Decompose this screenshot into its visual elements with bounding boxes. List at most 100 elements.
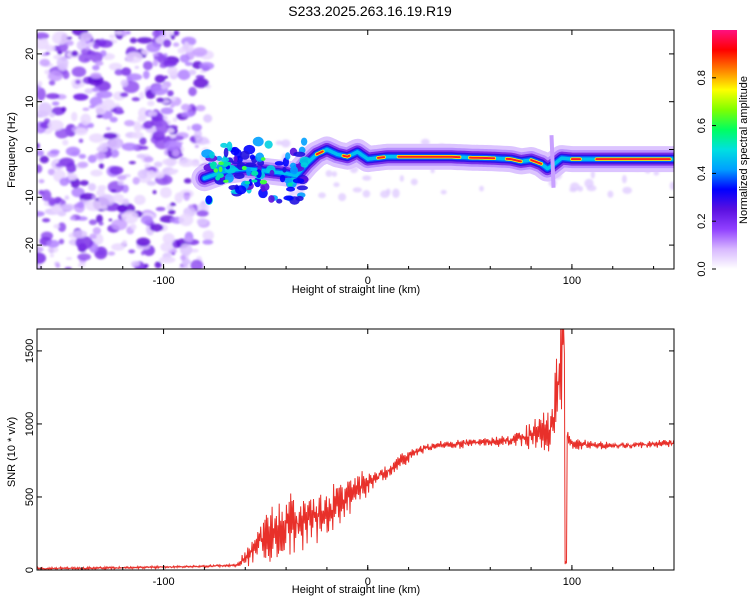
noise-blob <box>146 42 161 53</box>
noise-blob <box>122 239 128 246</box>
noise-blob <box>154 74 166 83</box>
colorbar-tick-label: 0.0 <box>696 261 708 276</box>
noise-blob <box>84 88 94 94</box>
onset-blob <box>252 136 264 147</box>
noise-blob <box>121 142 138 151</box>
noise-blob <box>192 47 208 57</box>
halo-blob <box>669 181 674 191</box>
onset-blob <box>300 162 309 168</box>
noise-blob <box>107 138 122 150</box>
noise-blob <box>202 239 214 245</box>
noise-blob <box>103 132 118 140</box>
onset-hot-blob <box>244 180 251 185</box>
onset-blob <box>269 169 275 177</box>
colorbar-label: Normalized spectral amplitude <box>738 76 750 224</box>
onset-blob <box>235 185 247 195</box>
halo-blob <box>318 192 326 199</box>
onset-hot-blob <box>223 179 229 183</box>
noise-blob <box>37 87 46 101</box>
noise-blob <box>190 259 204 269</box>
noise-blob <box>180 254 186 261</box>
noise-blob <box>73 93 89 101</box>
noise-blob <box>160 84 168 89</box>
noise-blob <box>78 262 86 268</box>
noise-blob <box>139 137 147 146</box>
noise-blob <box>164 75 169 79</box>
noise-blob <box>124 120 135 127</box>
x-tick-label: 0 <box>365 576 371 588</box>
noise-blob <box>38 179 45 184</box>
noise-blob <box>132 177 140 185</box>
noise-blob <box>57 222 67 233</box>
noise-blob <box>91 87 100 92</box>
halo-blob <box>622 186 633 194</box>
onset-blob <box>300 137 308 146</box>
noise-blob <box>144 263 149 268</box>
noise-blob <box>80 32 93 42</box>
noise-blob <box>167 209 176 215</box>
onset-blob <box>221 157 230 163</box>
onset-blob <box>286 186 296 192</box>
halo-blob <box>362 175 372 181</box>
onset-blob <box>274 161 284 166</box>
noise-blob <box>188 204 194 209</box>
noise-blob <box>179 243 193 256</box>
noise-blob <box>51 101 60 106</box>
noise-blob <box>68 172 78 181</box>
noise-blob <box>88 133 105 143</box>
noise-blob <box>169 202 177 207</box>
noise-blob <box>119 92 129 98</box>
noise-blob <box>167 90 174 97</box>
noise-blob <box>195 75 205 79</box>
halo-blob <box>479 185 484 192</box>
snr-panel: -100 0 100 0 500 1000 1500 Height of straight… <box>6 328 675 596</box>
colorbar-tick-label: 0.6 <box>696 118 708 133</box>
noise-blob <box>90 169 103 177</box>
noise-blob <box>178 158 195 168</box>
snr-y-label: SNR (10 * v/v) <box>6 417 18 487</box>
noise-blob <box>70 111 78 122</box>
noise-blob <box>183 192 190 201</box>
halo-blob <box>333 182 340 188</box>
noise-blob <box>82 107 90 112</box>
onset-blob <box>205 195 213 205</box>
halo-blob <box>338 193 347 202</box>
noise-blob <box>143 156 154 163</box>
noise-blob <box>37 142 41 149</box>
onset-blob <box>279 174 286 183</box>
onset-blob <box>285 152 291 160</box>
noise-blob <box>61 106 67 112</box>
noise-blob <box>147 111 158 117</box>
noise-blob <box>69 216 76 221</box>
noise-blob <box>177 69 191 81</box>
noise-blob <box>65 40 74 46</box>
noise-blob <box>117 180 125 186</box>
noise-blob <box>78 138 84 143</box>
noise-blob <box>37 246 44 253</box>
noise-blob <box>77 201 85 209</box>
noise-blob <box>188 86 197 97</box>
halo-blob <box>275 140 283 146</box>
noise-blob <box>141 49 150 55</box>
noise-blob <box>152 30 161 38</box>
y-tick-label: 1000 <box>24 412 36 436</box>
spectrogram-signal-ridge <box>191 135 674 206</box>
noise-blob <box>170 96 177 102</box>
halo-blob <box>325 170 333 177</box>
noise-blob <box>162 158 178 166</box>
noise-blob <box>59 177 69 187</box>
noise-blob <box>49 149 60 155</box>
onset-hot-blob <box>213 168 219 173</box>
noise-blob <box>47 119 64 131</box>
noise-blob <box>45 51 50 55</box>
onset-blob <box>220 142 228 148</box>
noise-blob <box>95 60 104 66</box>
ridge-core-segment <box>468 156 496 160</box>
onset-hot-blob <box>216 173 224 178</box>
noise-blob <box>58 238 65 245</box>
noise-blob <box>71 50 79 57</box>
noise-blob <box>85 46 90 51</box>
noise-blob <box>199 62 215 70</box>
noise-blob <box>88 219 98 226</box>
ridge-core-segment <box>505 157 522 163</box>
